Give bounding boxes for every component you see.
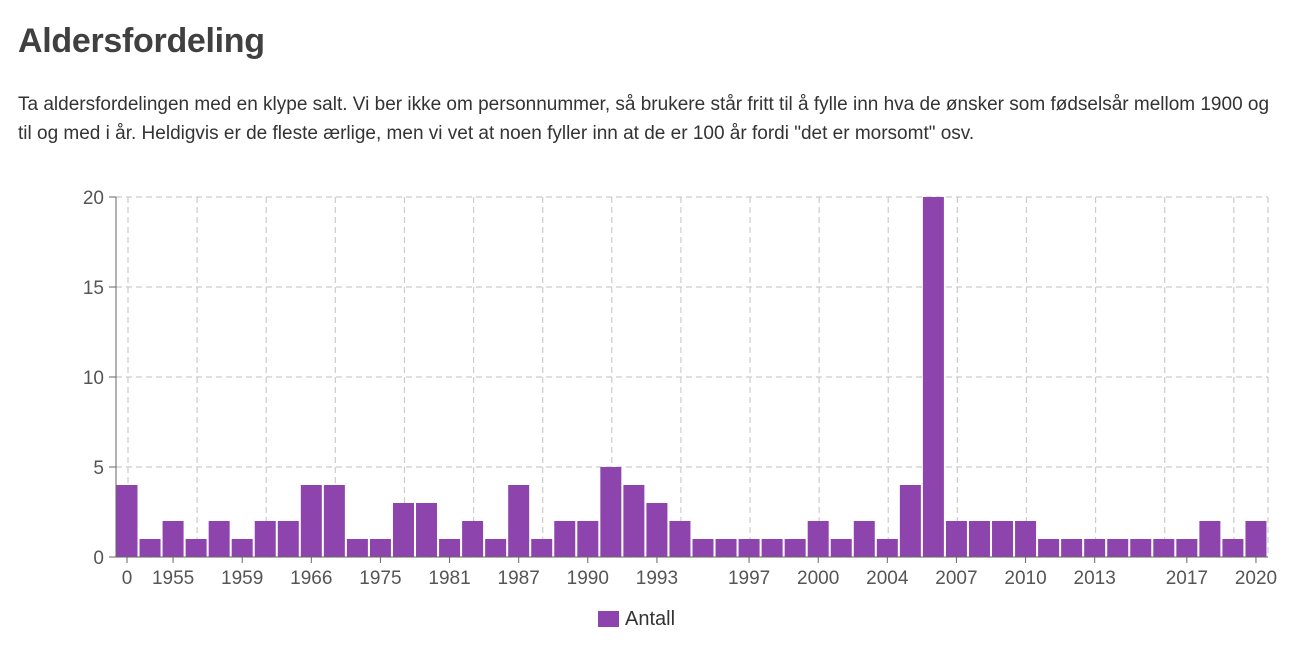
- bar-2011: [1038, 539, 1060, 557]
- x-tick-label: 1987: [498, 568, 540, 589]
- bar-1998: [761, 539, 783, 557]
- bar-2005: [899, 485, 921, 557]
- y-tick-label: 20: [83, 188, 104, 209]
- bar-2008: [968, 521, 990, 557]
- bar-2018: [1199, 521, 1221, 557]
- page-description: Ta aldersfordelingen med en klype salt. …: [18, 94, 1270, 144]
- bar-1976: [392, 503, 414, 557]
- x-tick-label: 2007: [935, 568, 977, 589]
- x-tick-label: 2004: [866, 568, 909, 589]
- x-tick-label: 1975: [359, 568, 401, 589]
- bar-1961: [254, 521, 276, 557]
- y-tick-label: 15: [83, 278, 104, 299]
- bar-2006: [922, 197, 944, 557]
- y-tick-label: 0: [93, 548, 104, 569]
- bar-2013: [1084, 539, 1106, 557]
- x-tick-label: 1990: [567, 568, 609, 589]
- bar-1959: [231, 539, 253, 557]
- bar-2000: [807, 521, 829, 557]
- bar-1958: [208, 521, 230, 557]
- x-tick-label: 1981: [428, 568, 470, 589]
- y-tick-label: 10: [83, 368, 104, 389]
- y-tick-label: 5: [93, 458, 104, 479]
- age-distribution-chart: 0 5 10 15 20 0 1955 1959 1966 1975 1981 1987 1990 199…: [83, 188, 1277, 630]
- x-tick-label: 2000: [797, 568, 839, 589]
- x-tick-label: 1955: [152, 568, 194, 589]
- bar-1995: [692, 539, 714, 557]
- x-tick-label: 2020: [1235, 568, 1277, 589]
- bar-2015: [1130, 539, 1152, 557]
- bar-1957: [185, 539, 207, 557]
- bar-1967: [323, 485, 345, 557]
- bar-2001: [830, 539, 852, 557]
- bar-1999: [784, 539, 806, 557]
- page-title: Aldersfordeling: [18, 22, 265, 60]
- bar-1990: [577, 521, 599, 557]
- bar-2012: [1061, 539, 1083, 557]
- x-tick-label: 0: [122, 568, 133, 589]
- bar-1989: [554, 521, 576, 557]
- bar-0: [116, 485, 138, 557]
- bar-1992: [623, 485, 645, 557]
- x-tick-label: 2013: [1074, 568, 1116, 589]
- bar-2017: [1176, 539, 1198, 557]
- bar-1985: [485, 539, 507, 557]
- x-tick-label: 2010: [1004, 568, 1046, 589]
- bar-1981: [439, 539, 461, 557]
- bar-1975: [369, 539, 391, 557]
- bar-1955: [162, 521, 184, 557]
- bar-2004: [876, 539, 898, 557]
- bar-1996: [715, 539, 737, 557]
- bar-1987: [508, 485, 530, 557]
- bar-2019: [1222, 539, 1244, 557]
- bar-1997: [738, 539, 760, 557]
- bar-2014: [1107, 539, 1129, 557]
- bar-2016: [1153, 539, 1175, 557]
- bar-2010: [1015, 521, 1037, 557]
- x-tick-label: 1993: [636, 568, 678, 589]
- bar-1994: [669, 521, 691, 557]
- bar-1963: [277, 521, 299, 557]
- bar-1993: [646, 503, 668, 557]
- bar-2020: [1245, 521, 1267, 557]
- bar-1966: [300, 485, 322, 557]
- legend-swatch: [598, 611, 619, 627]
- bar-1982: [462, 521, 484, 557]
- bar-1988: [531, 539, 553, 557]
- x-tick-label: 1959: [221, 568, 263, 589]
- x-tick-label: 1966: [290, 568, 332, 589]
- x-tick-label: 1997: [728, 568, 770, 589]
- x-tick-label: 2017: [1166, 568, 1208, 589]
- bar-1991: [600, 467, 622, 557]
- bar-2007: [945, 521, 967, 557]
- legend-label: Antall: [625, 608, 675, 630]
- bar-1953: [139, 539, 161, 557]
- bar-1969: [346, 539, 368, 557]
- bar-2002: [853, 521, 875, 557]
- bar-1978: [416, 503, 438, 557]
- bar-2009: [992, 521, 1014, 557]
